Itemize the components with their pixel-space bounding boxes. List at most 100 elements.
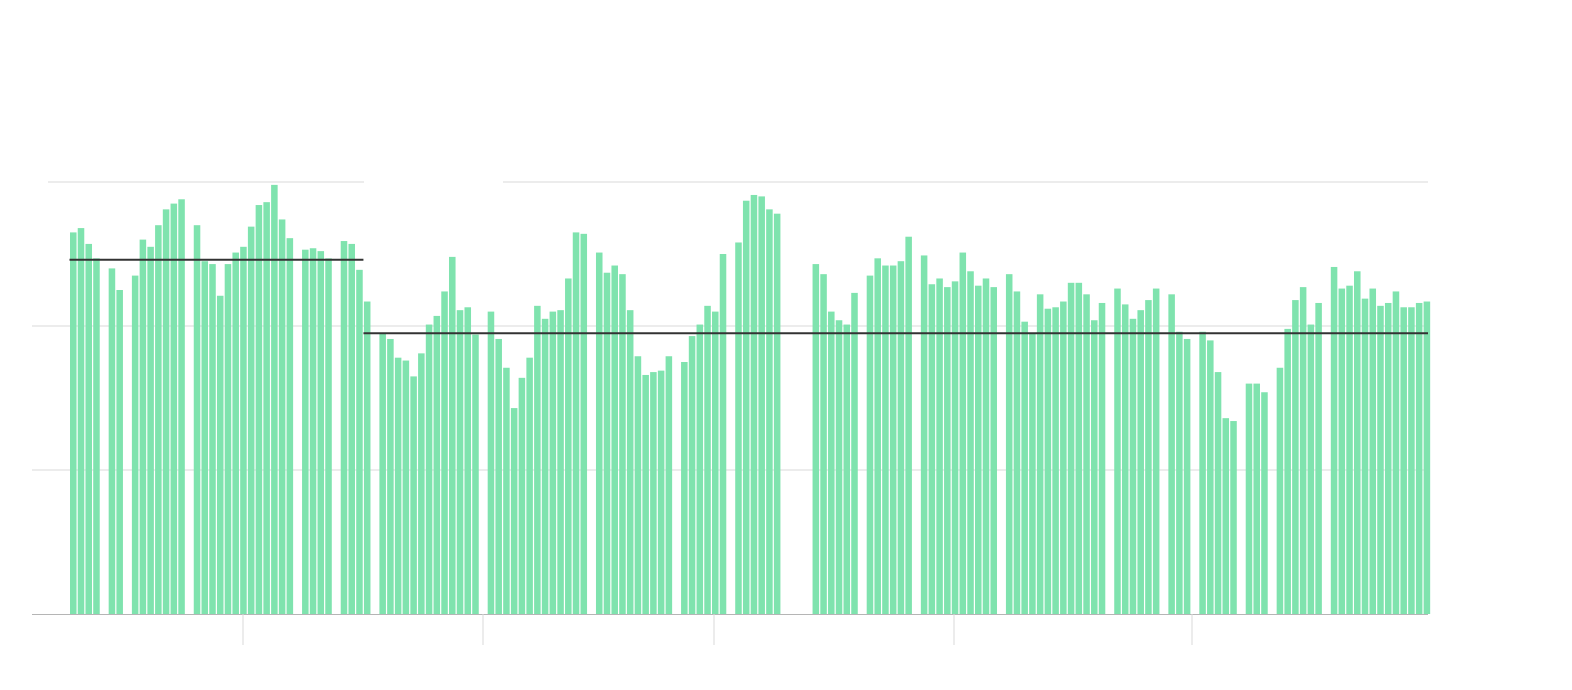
bar (642, 374, 649, 614)
bar (1207, 340, 1214, 614)
bar (93, 258, 100, 614)
bar (1060, 301, 1067, 614)
bar (1245, 383, 1253, 614)
bar (1013, 291, 1021, 614)
bar (920, 255, 928, 614)
bar (1052, 307, 1059, 614)
bar (302, 249, 309, 614)
bar (1214, 372, 1222, 614)
bar (1292, 300, 1299, 614)
bar (456, 310, 464, 614)
bar (681, 362, 688, 614)
bar (363, 301, 371, 614)
average-lines (69, 258, 1428, 335)
bar (696, 324, 704, 614)
bar (944, 287, 951, 614)
bar (1354, 271, 1361, 614)
bar (348, 243, 355, 615)
bar (1137, 310, 1144, 614)
bar (1036, 294, 1044, 614)
bar (936, 278, 943, 614)
bar (619, 274, 626, 614)
bar (742, 200, 750, 614)
bar (1029, 333, 1036, 614)
bar (286, 238, 294, 614)
bar (77, 228, 85, 614)
bar (1168, 294, 1175, 614)
bar (201, 261, 209, 614)
bar (719, 254, 727, 614)
bar (951, 281, 959, 614)
bar (232, 252, 239, 614)
bar (449, 256, 456, 614)
bar (549, 311, 557, 614)
bar (650, 372, 657, 614)
bar (1183, 338, 1191, 614)
bar (835, 320, 843, 614)
bar (487, 311, 495, 614)
bar (1400, 307, 1407, 614)
bar (255, 205, 263, 615)
bar (990, 287, 997, 614)
bar (433, 315, 441, 614)
bar (1276, 367, 1284, 614)
bar (271, 184, 278, 614)
bar (518, 377, 526, 614)
bar (959, 252, 967, 614)
bar (1307, 324, 1315, 614)
bar (534, 305, 541, 614)
bar (626, 310, 634, 614)
bar (379, 333, 386, 614)
bar (410, 376, 417, 614)
bar (387, 338, 394, 614)
bar (572, 232, 580, 614)
bar (193, 225, 201, 614)
bar (1152, 288, 1160, 614)
bars (70, 184, 1431, 615)
bar (441, 291, 448, 614)
bar (278, 219, 286, 614)
bar (580, 233, 588, 614)
bar (657, 370, 665, 614)
bar (1176, 331, 1183, 614)
bar (155, 225, 162, 614)
bar (1121, 304, 1129, 614)
bar (565, 278, 572, 614)
bar (1361, 298, 1369, 614)
bar (1330, 266, 1338, 614)
bar (147, 246, 154, 615)
bar (595, 252, 603, 614)
bar (758, 196, 765, 614)
bar (418, 353, 425, 614)
bar (224, 264, 232, 614)
bar (1384, 302, 1392, 614)
bar (982, 278, 990, 614)
bar (108, 268, 116, 614)
bar (1067, 282, 1075, 614)
bar (1222, 418, 1230, 614)
bar (828, 311, 835, 614)
bar (139, 239, 147, 614)
bar (495, 338, 502, 614)
bar (1315, 302, 1322, 614)
bar (1075, 282, 1083, 614)
bar (526, 357, 533, 614)
bar (340, 241, 348, 615)
bar (1114, 288, 1121, 614)
bar (162, 209, 170, 615)
bar (510, 408, 518, 614)
bar (464, 307, 472, 614)
bar (750, 194, 758, 614)
bar (1261, 392, 1268, 614)
bar (209, 264, 216, 614)
bar (247, 226, 255, 614)
bar (557, 310, 564, 614)
bar (170, 203, 178, 614)
bar (905, 236, 912, 614)
bar (712, 311, 719, 614)
bar (1369, 288, 1377, 614)
bar (70, 232, 77, 614)
bar (425, 324, 433, 614)
bar (820, 274, 827, 614)
bar (317, 251, 325, 614)
